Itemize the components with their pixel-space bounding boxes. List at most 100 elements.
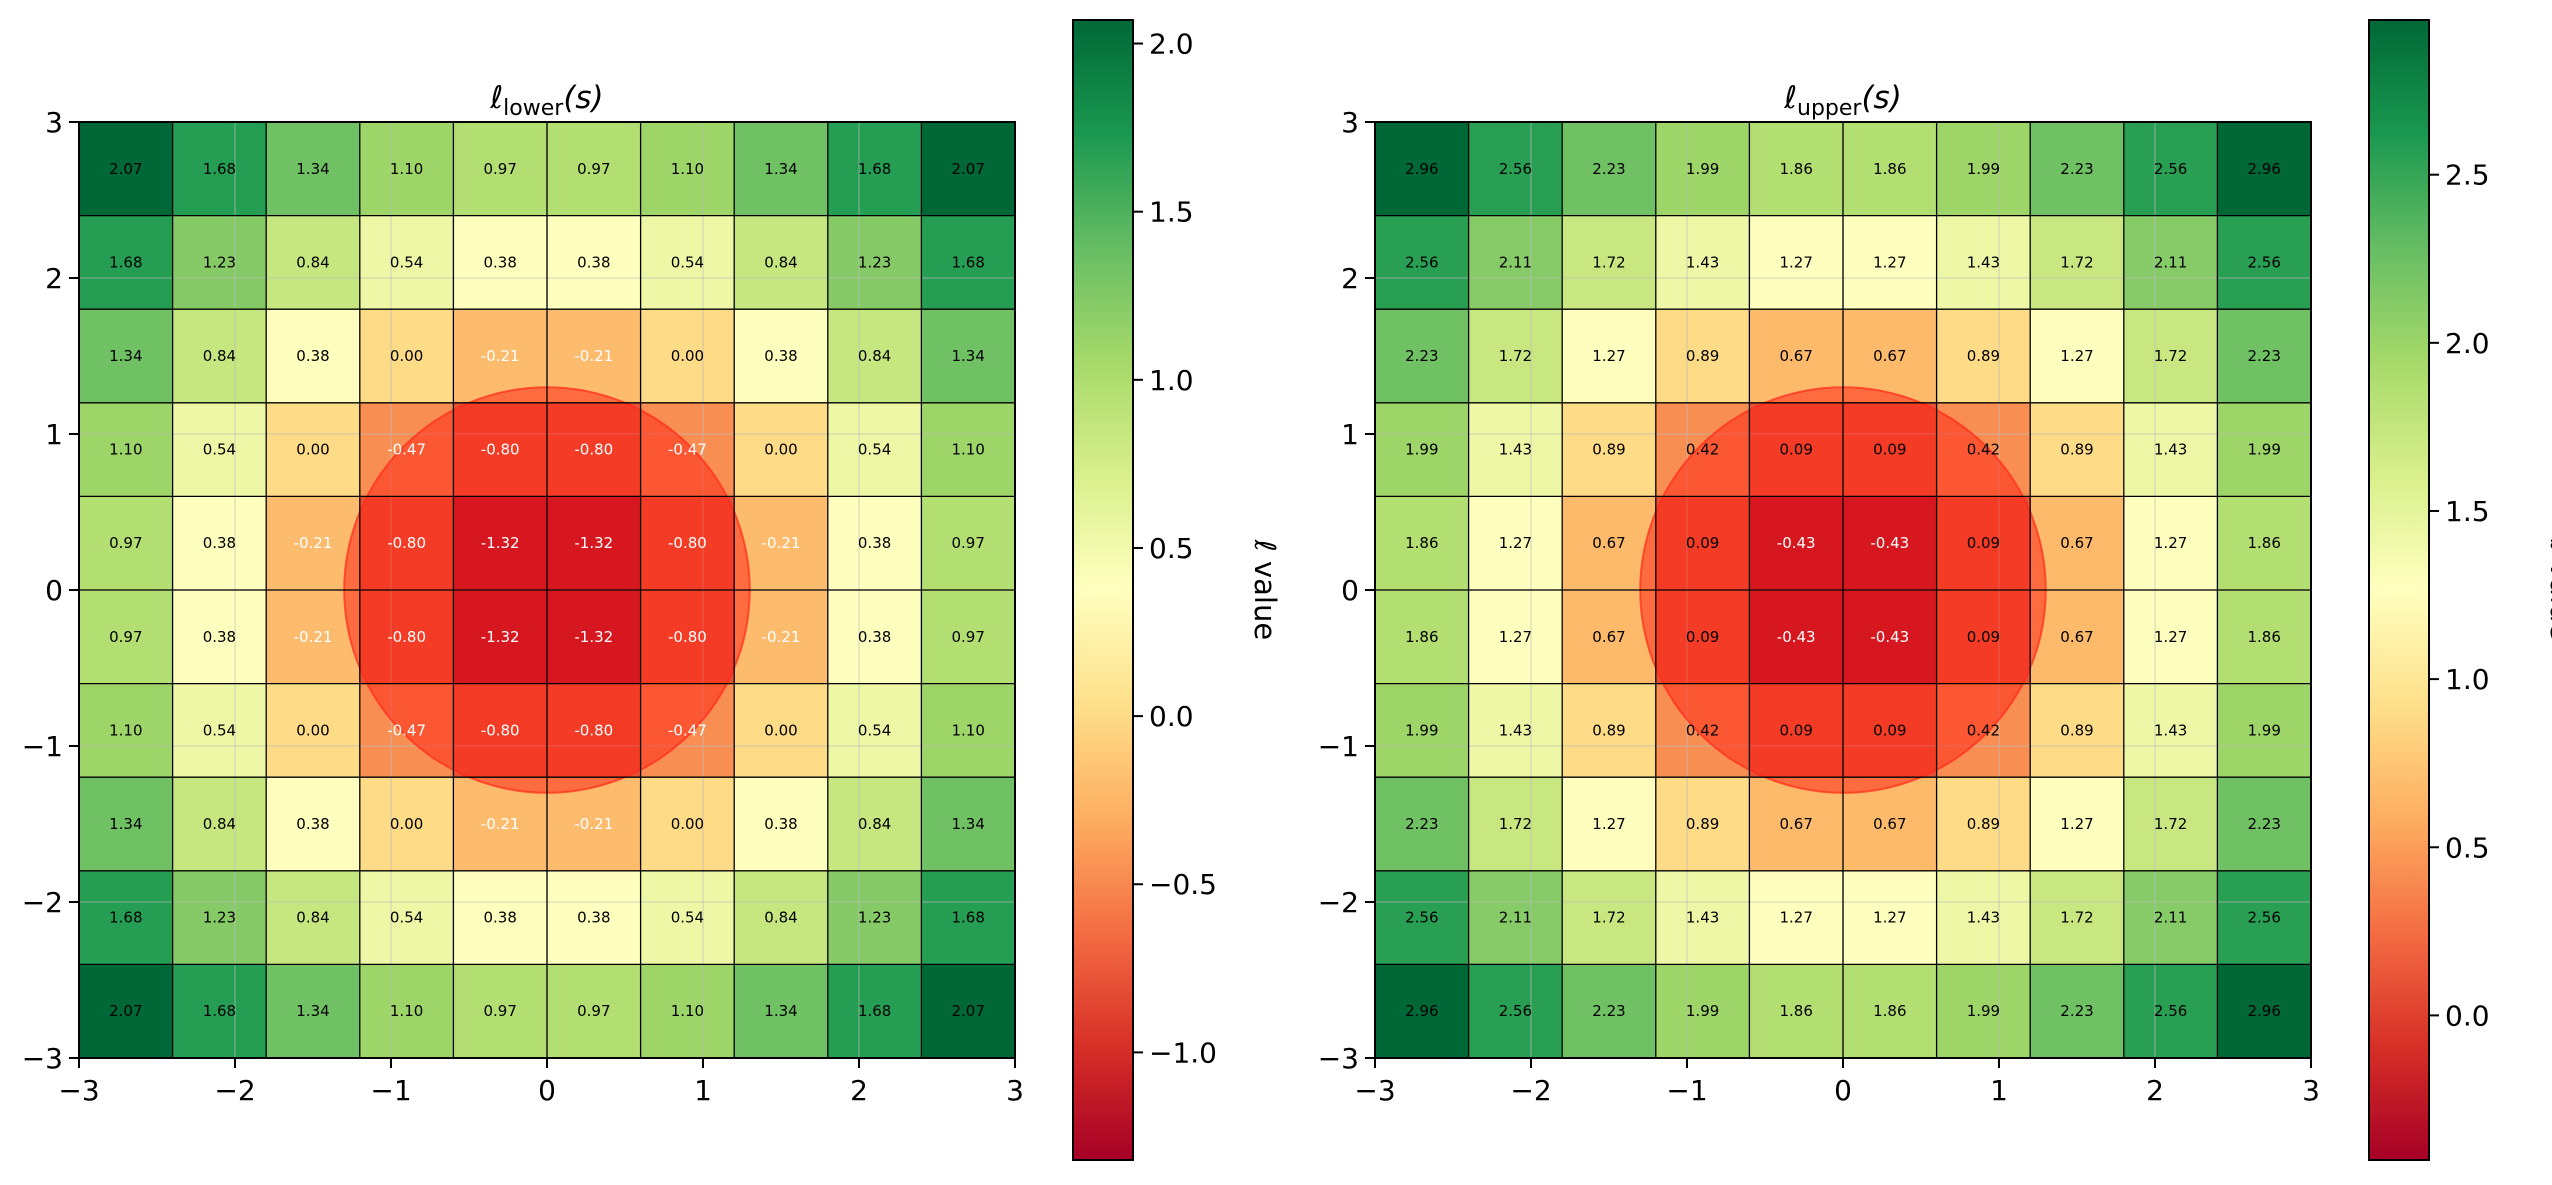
cell-value-label: 1.86 (1779, 160, 1812, 178)
cell-value-label: -0.80 (387, 534, 426, 552)
cell-value-label: 2.56 (2154, 160, 2187, 178)
cell-value-label: 0.38 (577, 909, 610, 927)
cell-value-label: -0.21 (762, 534, 801, 552)
heatmap-cell (1843, 870, 1938, 965)
cell-value-label: 0.00 (671, 815, 704, 833)
cell-value-label: 1.27 (1779, 909, 1812, 927)
heatmap-cell (921, 215, 1016, 310)
cell-value-label: 2.23 (2247, 347, 2280, 365)
heatmap-cell (1468, 590, 1563, 685)
heatmap-cell (2030, 964, 2125, 1059)
heatmap-cell (453, 870, 548, 965)
cell-value-label: 0.67 (1592, 534, 1625, 552)
heatmap-cell (2217, 215, 2312, 310)
cell-value-label: 1.68 (858, 160, 891, 178)
heatmap-cell (79, 870, 174, 965)
cell-value-label: 1.99 (1686, 160, 1719, 178)
cell-value-label: 0.09 (1779, 721, 1812, 739)
heatmap-cell (2217, 870, 2312, 965)
heatmap-cell (1655, 309, 1750, 404)
cell-value-label: 1.43 (1967, 909, 2000, 927)
cell-value-label: 0.84 (203, 815, 236, 833)
x-tick-label: 3 (1006, 1074, 1024, 1107)
heatmap-cell (172, 402, 267, 497)
heatmap-cell (172, 590, 267, 685)
cell-value-label: 2.96 (2247, 160, 2280, 178)
chart-title-argument: (s) (563, 80, 603, 116)
cell-value-label: 0.84 (858, 347, 891, 365)
cell-value-label: 0.67 (1873, 347, 1906, 365)
y-tick-label: 0 (45, 574, 63, 607)
heatmap-cell (172, 496, 267, 591)
heatmap-cell (2030, 777, 2125, 872)
cell-value-label: 0.89 (1592, 721, 1625, 739)
cell-value-label: -0.47 (668, 441, 707, 459)
cell-value-label: 1.43 (1499, 721, 1532, 739)
cell-value-label: 0.00 (296, 441, 329, 459)
chart-title-symbol: ℓ (489, 80, 503, 116)
heatmap-cell (1468, 496, 1563, 591)
colorbar-tick-label: 1.5 (1149, 196, 1194, 229)
heatmap-cell (547, 215, 642, 310)
colorbar-tick-label: 0.5 (1149, 532, 1194, 565)
heatmap-cell (921, 683, 1016, 778)
cell-value-label: 2.23 (1405, 815, 1438, 833)
cell-value-label: 1.68 (951, 909, 984, 927)
heatmap-cell (827, 683, 922, 778)
cell-labels: 2.96 2.56 2.23 1.99 1.86 1.86 1.99 2.23 2.56 2.96… (1405, 160, 2281, 1020)
heatmap-cell (172, 215, 267, 310)
cell-value-label: 1.43 (2154, 721, 2187, 739)
heatmap-cell (734, 777, 829, 872)
cell-value-label: 0.97 (109, 534, 142, 552)
heatmap-cell (640, 215, 735, 310)
cell-value-label: 0.09 (1873, 721, 1906, 739)
cell-value-label: 2.23 (2247, 815, 2280, 833)
x-tick-label: −1 (1666, 1074, 1707, 1107)
cell-value-label: 1.72 (2060, 253, 2093, 271)
cell-value-label: 0.84 (296, 253, 329, 271)
heatmap-cell (827, 215, 922, 310)
heatmap-cell (827, 870, 922, 965)
cell-value-label: 1.27 (1499, 628, 1532, 646)
heatmap-cell (734, 683, 829, 778)
cell-value-label: -0.80 (481, 721, 520, 739)
cell-value-label: 0.67 (1779, 347, 1812, 365)
colorbar: −1.0 −0.5 0.0 0.5 1.0 1.5 2.0 ℓ value (1072, 19, 1282, 1161)
cell-value-label: -0.43 (1777, 534, 1816, 552)
heatmap-cell (827, 309, 922, 404)
colorbar-tick-label: 1.0 (1149, 364, 1194, 397)
cell-value-label: 2.23 (2060, 160, 2093, 178)
heatmap-cell (1375, 590, 1470, 685)
heatmap-cell (79, 590, 174, 685)
heatmap-cell (2217, 122, 2312, 217)
cell-value-label: 0.42 (1686, 721, 1719, 739)
cell-borders (78, 121, 1016, 1059)
y-tick-label: −3 (22, 1042, 63, 1075)
colorbar-tick-label: −1.0 (1149, 1036, 1217, 1069)
cell-value-label: 1.99 (2247, 441, 2280, 459)
heatmap-cell (266, 870, 361, 965)
cell-value-label: 0.67 (2060, 628, 2093, 646)
heatmap-cell (827, 964, 922, 1059)
cell-value-label: 1.68 (109, 909, 142, 927)
cell-value-label: 0.38 (296, 347, 329, 365)
heatmap-cell (1843, 215, 1938, 310)
heatmap-cell (2123, 309, 2218, 404)
cell-value-label: 0.00 (764, 441, 797, 459)
heatmap-cell (1936, 964, 2031, 1059)
cell-value-label: 1.86 (1405, 628, 1438, 646)
cell-value-label: 1.86 (1779, 1002, 1812, 1020)
cell-value-label: 1.23 (858, 253, 891, 271)
cell-value-label: 2.11 (2154, 909, 2187, 927)
cell-value-label: 0.89 (1686, 815, 1719, 833)
cell-value-label: 1.86 (2247, 628, 2280, 646)
cell-value-label: 2.56 (2154, 1002, 2187, 1020)
heatmap-cell (640, 309, 735, 404)
cell-value-label: 0.09 (1967, 534, 2000, 552)
cell-value-label: -0.21 (481, 347, 520, 365)
heatmap-panel-1: 2.07 1.68 1.34 1.10 0.97 0.97 1.10 1.34 1.68 2.07… (22, 19, 1282, 1161)
cell-value-label: 1.34 (951, 347, 984, 365)
cell-value-label: 0.54 (203, 721, 236, 739)
cell-value-label: 2.56 (1405, 909, 1438, 927)
